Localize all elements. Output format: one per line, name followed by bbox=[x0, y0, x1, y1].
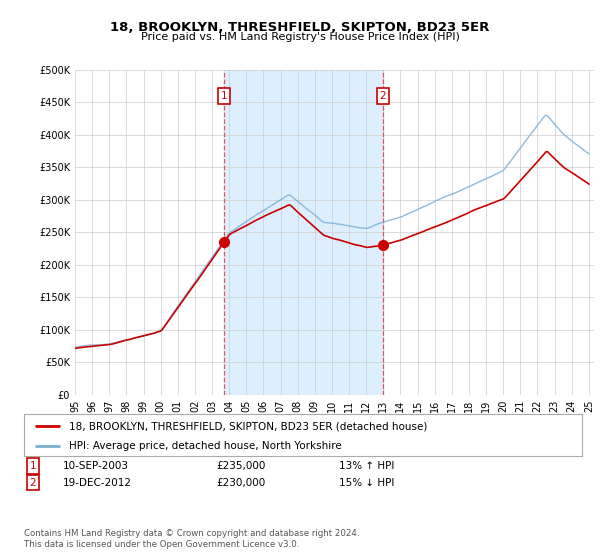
Text: 2: 2 bbox=[29, 478, 37, 488]
Text: 13% ↑ HPI: 13% ↑ HPI bbox=[339, 461, 394, 471]
Text: Price paid vs. HM Land Registry's House Price Index (HPI): Price paid vs. HM Land Registry's House … bbox=[140, 32, 460, 43]
Text: 1: 1 bbox=[221, 91, 227, 101]
Text: 19-DEC-2012: 19-DEC-2012 bbox=[63, 478, 132, 488]
Text: 15% ↓ HPI: 15% ↓ HPI bbox=[339, 478, 394, 488]
Text: £235,000: £235,000 bbox=[216, 461, 265, 471]
Text: 18, BROOKLYN, THRESHFIELD, SKIPTON, BD23 5ER (detached house): 18, BROOKLYN, THRESHFIELD, SKIPTON, BD23… bbox=[68, 421, 427, 431]
Text: HPI: Average price, detached house, North Yorkshire: HPI: Average price, detached house, Nort… bbox=[68, 441, 341, 451]
Bar bbox=[224, 70, 383, 395]
Text: 2: 2 bbox=[379, 91, 386, 101]
Text: 10-SEP-2003: 10-SEP-2003 bbox=[63, 461, 129, 471]
Text: 1: 1 bbox=[29, 461, 37, 471]
Text: 18, BROOKLYN, THRESHFIELD, SKIPTON, BD23 5ER: 18, BROOKLYN, THRESHFIELD, SKIPTON, BD23… bbox=[110, 21, 490, 34]
Text: Contains HM Land Registry data © Crown copyright and database right 2024.
This d: Contains HM Land Registry data © Crown c… bbox=[24, 529, 359, 549]
Text: £230,000: £230,000 bbox=[216, 478, 265, 488]
